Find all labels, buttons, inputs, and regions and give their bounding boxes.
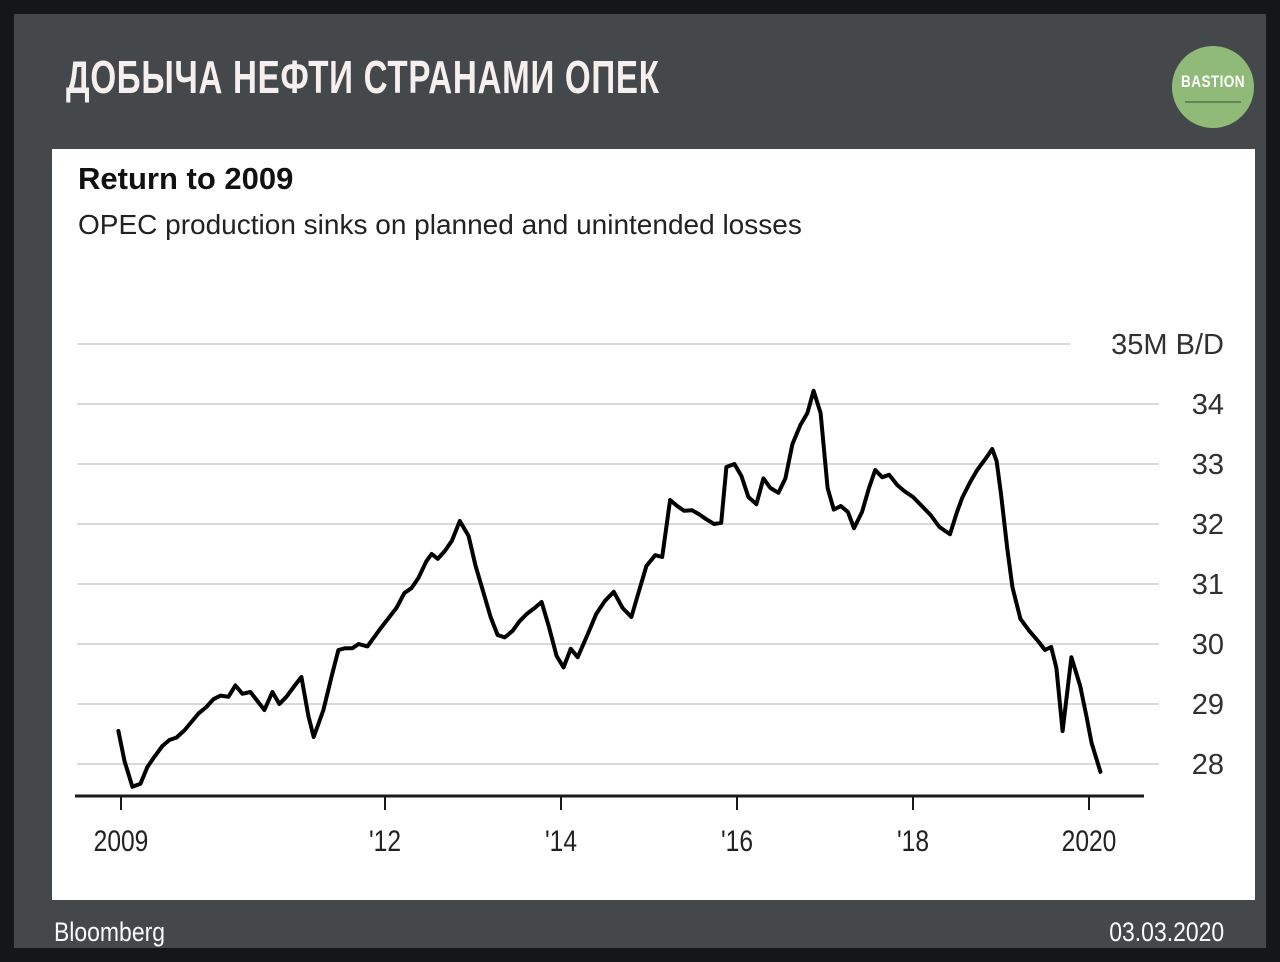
x-tick-label: 2020 [1062,824,1117,858]
page-title: ДОБЫЧА НЕФТИ СТРАНАМИ ОПЕК [66,51,660,103]
x-tick-label: '12 [369,824,401,858]
y-tick-label: 35M B/D [1111,329,1224,361]
y-tick-label: 32 [1192,509,1224,541]
y-tick-label: 30 [1192,629,1224,661]
infographic-panel: ДОБЫЧА НЕФТИ СТРАНАМИ ОПЕК BASTION 35M B… [14,14,1266,948]
publication-date: 03.03.2020 [1109,917,1224,947]
x-tick-label: '14 [545,824,577,858]
x-tick-label: 2009 [94,824,149,858]
y-tick-label: 31 [1192,569,1224,601]
y-tick-label: 33 [1192,449,1224,481]
bastion-logo-label: BASTION [1181,71,1245,91]
y-tick-label: 34 [1192,389,1224,421]
x-tick-label: '18 [897,824,929,858]
chart-title: Return to 2009 [78,161,294,196]
y-tick-label: 29 [1192,689,1224,721]
y-tick-label: 28 [1192,749,1224,781]
bastion-logo-badge: BASTION [1172,46,1254,128]
production-line-chart: 35M B/D 34 33 32 31 30 29 28 2009 '12 '14 '16 '18 202… [75,329,1224,858]
source-credit: Bloomberg [54,917,165,947]
x-tick-label: '16 [721,824,753,858]
bastion-logo-underline [1185,100,1241,103]
series-line [116,388,1103,789]
chart-subtitle: OPEC production sinks on planned and uni… [78,209,802,240]
chart-card: 35M B/D 34 33 32 31 30 29 28 2009 '12 '14 '16 '18 202… [52,149,1255,900]
